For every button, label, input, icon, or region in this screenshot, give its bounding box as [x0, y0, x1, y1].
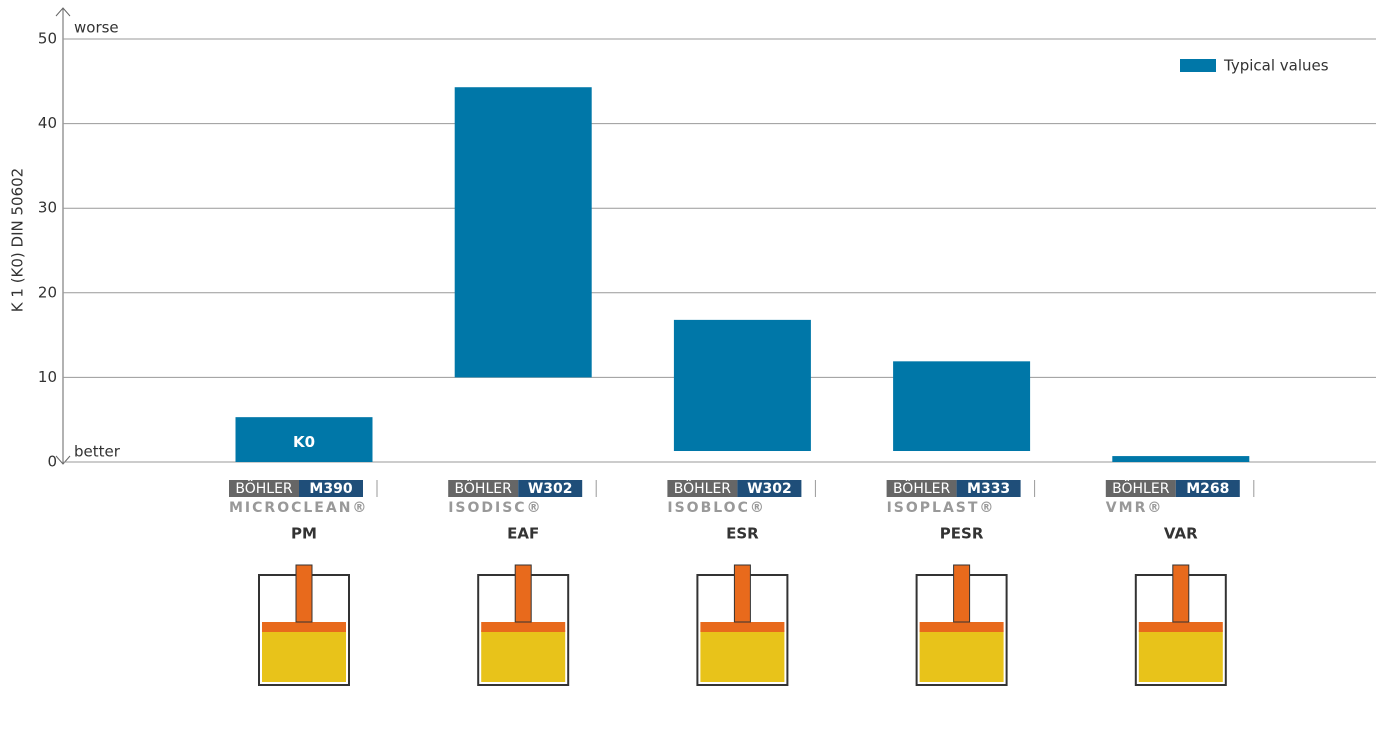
legend-swatch — [1180, 59, 1216, 72]
product: MICROCLEAN® — [229, 500, 368, 516]
brand: BÖHLER — [455, 479, 513, 497]
bar — [893, 361, 1031, 452]
product: ISOBLOC® — [667, 500, 765, 516]
x-tick-label: VAR — [1164, 525, 1198, 543]
x-tick-label: PESR — [940, 525, 984, 543]
x-tick-label: EAF — [507, 525, 539, 543]
top-note: worse — [74, 19, 119, 37]
y-tick-label: 50 — [38, 30, 57, 48]
brand: BÖHLER — [674, 479, 732, 497]
bar-label: K0 — [293, 433, 315, 451]
grade-badge — [299, 480, 363, 497]
bottom-note: better — [74, 443, 121, 461]
brand: BÖHLER — [235, 479, 293, 497]
electrode — [1172, 564, 1190, 623]
brand-badge — [1105, 480, 1176, 497]
x-tick-label: ESR — [726, 525, 759, 543]
legend-label: Typical values — [1223, 57, 1329, 75]
bar — [454, 87, 592, 378]
product: VMR® — [1106, 500, 1164, 516]
grade: W302 — [747, 481, 792, 497]
y-tick-label: 0 — [47, 453, 57, 471]
brand-badge — [886, 480, 957, 497]
grade-badge — [518, 480, 583, 497]
electrode — [514, 564, 532, 623]
melt-top — [481, 622, 566, 632]
product: ISODISC® — [448, 500, 542, 516]
x-tick-label: PM — [291, 525, 317, 543]
product: ISOPLAST® — [887, 500, 996, 516]
bar — [235, 417, 373, 462]
grade: W302 — [528, 481, 573, 497]
grade-badge — [737, 480, 802, 497]
bar — [1112, 456, 1250, 462]
y-tick-label: 20 — [38, 283, 57, 301]
melt-top — [700, 622, 785, 632]
grade-badge — [956, 480, 1021, 497]
melt — [919, 630, 1004, 682]
y-tick-label: 30 — [38, 199, 57, 217]
melt-top — [919, 622, 1004, 632]
melt — [481, 630, 566, 682]
melt — [700, 630, 785, 682]
brand-badge — [667, 480, 738, 497]
electrode — [295, 564, 313, 623]
y-tick-label: 10 — [38, 368, 57, 386]
brand: BÖHLER — [1112, 479, 1170, 497]
brand: BÖHLER — [893, 479, 951, 497]
electrode — [733, 564, 751, 623]
grade: M268 — [1186, 481, 1229, 497]
electrode — [953, 564, 971, 623]
brand-badge — [448, 480, 519, 497]
grade: M390 — [309, 481, 352, 497]
melt — [262, 630, 346, 682]
grade: M333 — [967, 481, 1010, 497]
melt-top — [1138, 622, 1223, 632]
y-axis-label: K 1 (K0) DIN 50602 — [9, 168, 27, 312]
y-tick-label: 40 — [38, 114, 57, 132]
melt — [1138, 630, 1223, 682]
brand-badge — [229, 480, 299, 497]
axis-arrows — [55, 7, 71, 465]
melt-top — [262, 622, 346, 632]
bar — [673, 319, 811, 452]
grade-badge — [1175, 480, 1240, 497]
